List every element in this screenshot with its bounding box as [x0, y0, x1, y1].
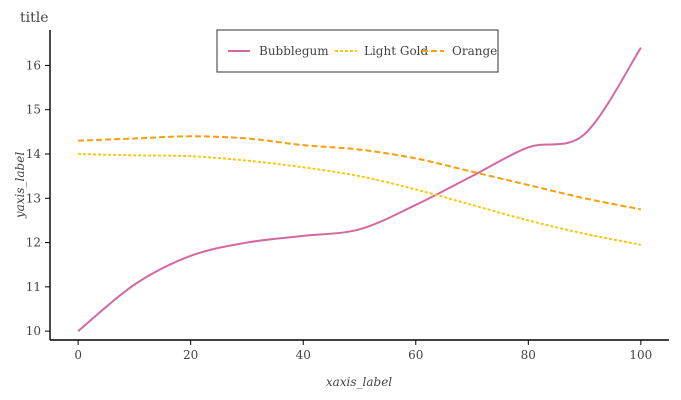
y-tick-label: 11: [26, 280, 41, 294]
x-tick-label: 80: [521, 348, 536, 362]
y-tick-label: 10: [26, 324, 41, 338]
series-lines: [77, 47, 642, 332]
legend-label-bubblegum: Bubblegum: [259, 44, 329, 58]
legend-box: [216, 29, 499, 73]
y-tick-label: 14: [26, 147, 42, 161]
legend-label-orange: Orange: [452, 44, 497, 58]
x-tick-label: 20: [183, 348, 198, 362]
legend-label-light-gold: Light Gold: [364, 44, 429, 58]
y-tick-label: 13: [26, 191, 41, 205]
x-axis-ticks: 0 20 40 60 80 100: [74, 340, 652, 362]
series-line-bubblegum: [77, 47, 642, 332]
x-tick-label: 40: [296, 348, 311, 362]
y-axis-ticks: 10 11 12 13 14 15 16: [26, 58, 50, 338]
legend: Bubblegum Light Gold Orange: [216, 29, 499, 73]
x-tick-label: 100: [629, 348, 652, 362]
x-tick-label: 60: [408, 348, 423, 362]
x-tick-label: 0: [74, 348, 82, 362]
x-axis-label: xaxis_label: [326, 375, 392, 389]
series-line-light-gold: [78, 153, 642, 246]
axes: [49, 30, 669, 341]
series-line-orange: [78, 135, 642, 211]
y-axis-label: yaxis_label: [13, 152, 27, 219]
y-tick-label: 16: [26, 58, 41, 72]
y-tick-label: 12: [26, 236, 41, 250]
y-tick-label: 15: [26, 103, 41, 117]
chart-title: title: [20, 10, 49, 26]
